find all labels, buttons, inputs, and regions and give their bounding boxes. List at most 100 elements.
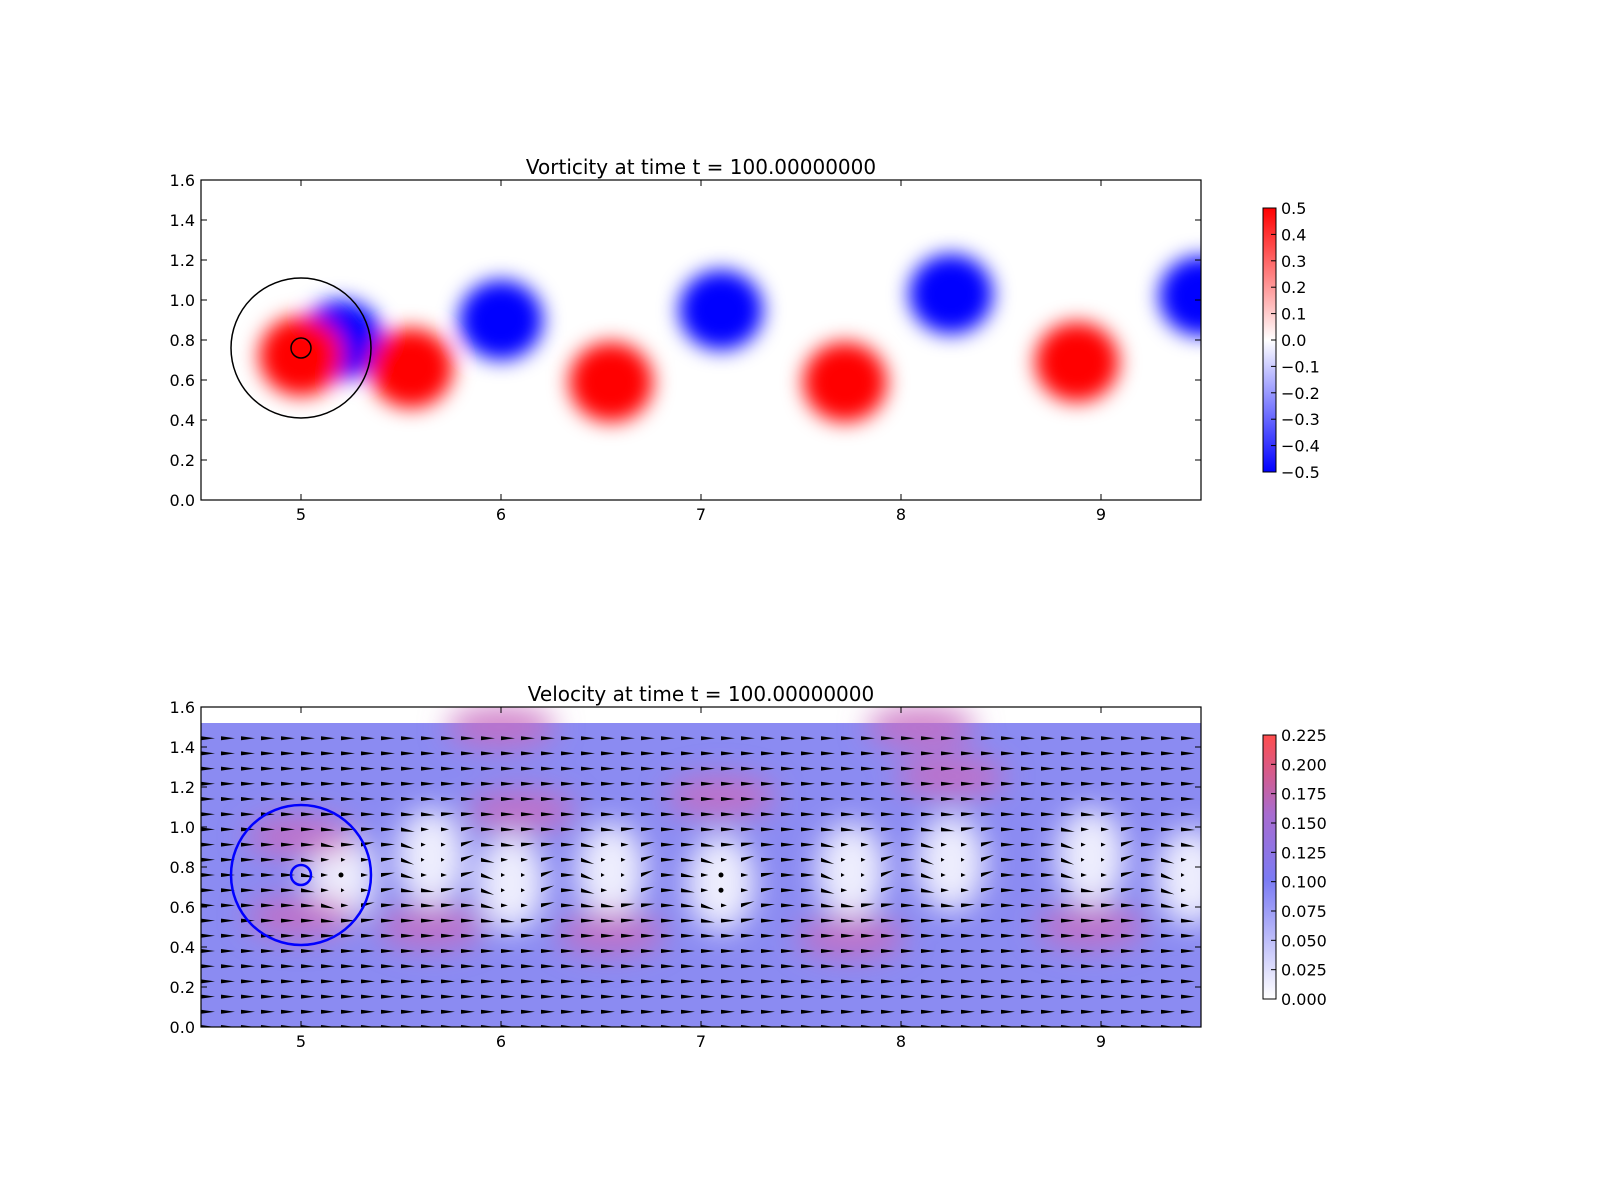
quiver-arrow bbox=[961, 994, 975, 999]
quiver-arrow bbox=[1101, 842, 1106, 847]
quiver-arrow bbox=[241, 797, 255, 801]
quiver-arrow bbox=[761, 812, 775, 817]
quiver-arrow bbox=[781, 781, 795, 786]
quiver-arrow bbox=[1201, 949, 1215, 953]
quiver-arrow bbox=[861, 842, 869, 847]
quiver-arrow bbox=[521, 888, 525, 893]
x-tick-label: 5 bbox=[296, 1032, 306, 1051]
quiver-arrow bbox=[821, 766, 835, 771]
quiver-arrow bbox=[501, 736, 515, 741]
quiver-arrow bbox=[1161, 812, 1175, 817]
quiver-arrow bbox=[1041, 979, 1055, 984]
vorticity-colorbar: 0.5 0.4 0.3 0.2 0.1 0.0 −0.1 −0.2 −0.3 −0.4 −0.5 bbox=[1262, 199, 1320, 482]
quiver-arrow bbox=[601, 781, 615, 786]
vorticity-panel: Vorticity at time t = 100.00000000 5 6 7 8 9… bbox=[170, 155, 1320, 524]
quiver-arrow bbox=[861, 888, 868, 893]
vortex-blob bbox=[459, 280, 543, 360]
quiver-arrow bbox=[701, 873, 709, 877]
quiver-arrow bbox=[361, 797, 375, 801]
quiver-arrow bbox=[241, 933, 255, 938]
quiver-arrow bbox=[1101, 873, 1107, 877]
quiver-arrow bbox=[1081, 812, 1095, 817]
quiver-arrow bbox=[421, 766, 435, 771]
quiver-arrow bbox=[241, 949, 255, 953]
quiver-arrow bbox=[501, 949, 515, 953]
quiver-arrow bbox=[1161, 873, 1175, 880]
quiver-arrow bbox=[481, 781, 495, 786]
quiver-arrow bbox=[741, 766, 755, 771]
quiver-arrow bbox=[741, 964, 755, 969]
quiver-arrow bbox=[501, 812, 515, 817]
quiver-arrow bbox=[921, 1009, 935, 1014]
quiver-arrow bbox=[1041, 812, 1055, 817]
quiver-arrow bbox=[681, 842, 695, 847]
quiver-arrow bbox=[301, 827, 315, 832]
quiver-arrow bbox=[881, 1009, 895, 1014]
quiver-arrow bbox=[721, 766, 735, 771]
quiver-arrow bbox=[1201, 782, 1215, 786]
quiver-arrow bbox=[661, 888, 675, 893]
quiver-arrow bbox=[761, 872, 775, 877]
quiver-arrow bbox=[641, 964, 655, 969]
quiver-arrow bbox=[641, 842, 655, 847]
quiver-arrow bbox=[821, 888, 835, 894]
quiver-arrow bbox=[881, 870, 895, 877]
quiver-arrow bbox=[741, 979, 755, 984]
quiver-arrow bbox=[1181, 812, 1195, 817]
quiver-arrow bbox=[1181, 842, 1195, 847]
quiver-arrow bbox=[881, 949, 895, 953]
quiver-arrow bbox=[201, 949, 215, 953]
quiver-arrow bbox=[481, 1009, 495, 1014]
quiver-arrow bbox=[941, 918, 955, 923]
y-tick-label: 1.4 bbox=[170, 211, 195, 230]
quiver-arrow bbox=[321, 842, 335, 848]
quiver-arrow bbox=[621, 736, 635, 741]
quiver-arrow bbox=[981, 887, 995, 893]
quiver-arrow bbox=[1101, 1009, 1115, 1014]
colorbar-tick-label: 0.2 bbox=[1281, 278, 1306, 297]
quiver-arrow bbox=[901, 964, 915, 969]
quiver-arrow bbox=[341, 903, 349, 908]
quiver-arrow bbox=[961, 933, 975, 938]
x-tick-label: 9 bbox=[1096, 505, 1106, 524]
quiver-arrow bbox=[221, 797, 235, 801]
quiver-arrow bbox=[661, 736, 675, 741]
quiver-arrow bbox=[761, 903, 775, 908]
quiver-arrow bbox=[1061, 797, 1075, 801]
quiver-arrow bbox=[521, 1009, 535, 1014]
cylinder-circle bbox=[289, 863, 313, 887]
quiver-arrow bbox=[1161, 888, 1175, 895]
quiver-arrow bbox=[741, 842, 755, 847]
colorbar-tick-label: 0.150 bbox=[1281, 814, 1327, 833]
quiver-arrow bbox=[1061, 827, 1075, 832]
quiver-arrow bbox=[1181, 994, 1195, 999]
quiver-arrow bbox=[961, 918, 975, 923]
quiver-arrow bbox=[1001, 903, 1015, 908]
quiver-arrow bbox=[501, 827, 515, 832]
quiver-arrow bbox=[381, 903, 395, 908]
quiver-arrow bbox=[941, 827, 955, 832]
quiver-arrow bbox=[281, 766, 295, 771]
quiver-arrow bbox=[1001, 766, 1015, 771]
quiver-arrow bbox=[981, 949, 995, 953]
quiver-arrow bbox=[961, 873, 966, 877]
y-tick-label: 0.0 bbox=[170, 491, 195, 510]
quiver-arrow bbox=[261, 827, 275, 832]
quiver-arrow bbox=[521, 781, 535, 786]
quiver-arrow bbox=[221, 918, 235, 923]
quiver-arrow bbox=[701, 918, 715, 923]
high-speed-region bbox=[896, 755, 1006, 799]
quiver-arrow bbox=[421, 949, 435, 953]
quiver-arrow bbox=[301, 797, 315, 801]
quiver-arrow bbox=[961, 797, 975, 801]
quiver-arrow bbox=[401, 903, 415, 908]
quiver-arrow bbox=[461, 979, 475, 984]
quiver-arrow bbox=[281, 918, 295, 923]
quiver-arrow bbox=[301, 842, 315, 847]
quiver-arrow bbox=[761, 994, 775, 999]
x-tick-label: 8 bbox=[896, 1032, 906, 1051]
quiver-arrow bbox=[381, 918, 395, 923]
quiver-arrow bbox=[221, 842, 235, 847]
quiver-arrow bbox=[661, 827, 675, 832]
quiver-arrow bbox=[481, 873, 495, 880]
